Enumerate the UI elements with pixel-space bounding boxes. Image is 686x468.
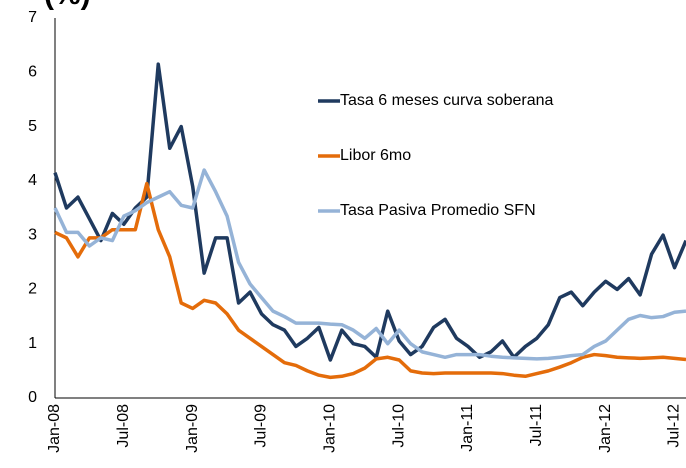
y-tick-label: 5 [28,118,37,135]
x-tick-label: Jul-08 [115,404,132,448]
y-tick-label: 2 [28,281,37,298]
y-tick-label: 1 [28,335,37,352]
y-tick-label: 3 [28,226,37,243]
legend-label: Libor 6mo [340,147,411,164]
x-tick-label: Jan-11 [459,404,476,452]
y-tick-label: 6 [28,64,37,81]
chart-title: (%) [44,0,91,11]
legend-label: Tasa Pasiva Promedio SFN [340,202,536,219]
x-tick-label: Jan-08 [46,404,63,453]
series-line [53,168,686,361]
y-tick-label: 0 [28,389,37,406]
legend-label: Tasa 6 meses curva soberana [340,92,554,109]
x-tick-label: Jul-10 [390,404,407,448]
x-tick-label: Jan-09 [184,404,201,453]
x-tick-label: Jul-12 [666,404,683,448]
series-line [54,181,686,380]
x-tick-label: Jan-12 [597,404,614,453]
y-tick-label: 7 [28,9,37,26]
x-tick-label: Jul-09 [253,404,270,448]
y-tick-label: 4 [28,172,37,189]
series-line [53,62,686,362]
x-tick-label: Jul-11 [528,404,545,446]
x-tick-label: Jan-10 [322,404,339,453]
